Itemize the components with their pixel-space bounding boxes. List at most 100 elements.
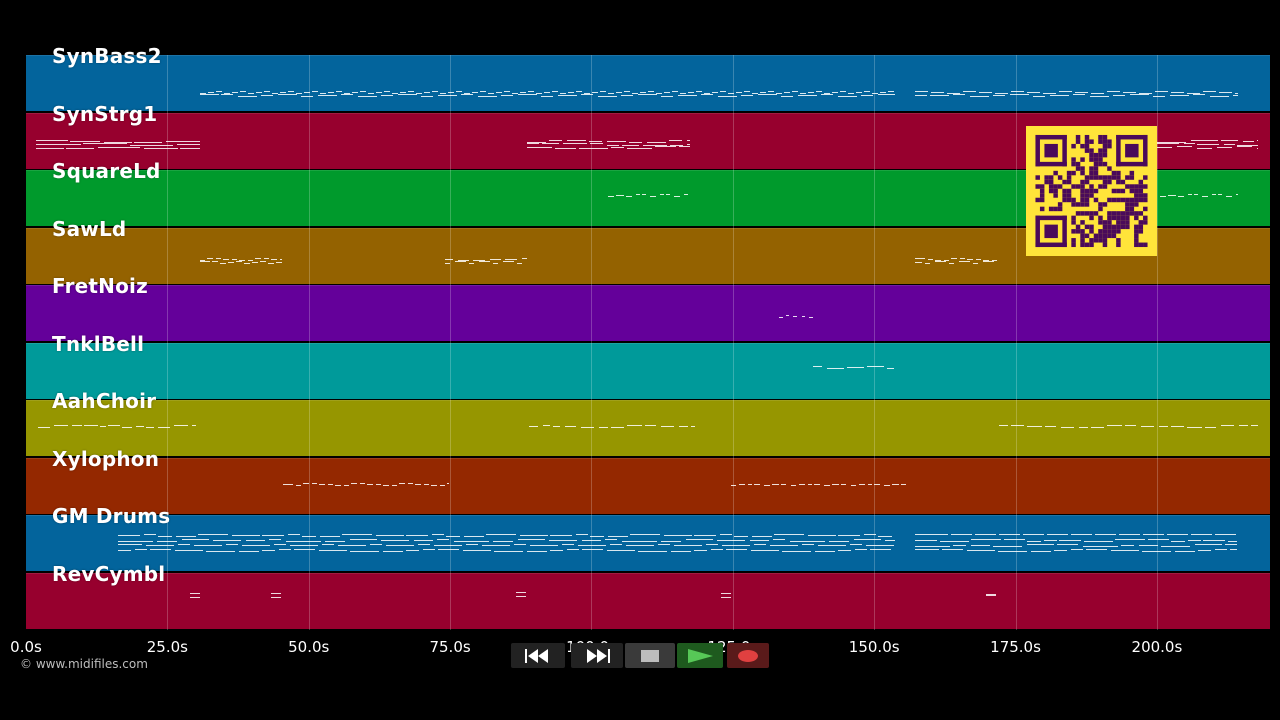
note-mark	[748, 483, 752, 485]
note-mark	[279, 549, 291, 550]
qr-module	[1098, 161, 1103, 167]
qr-module	[1035, 197, 1040, 203]
qr-module	[1116, 220, 1121, 225]
note-mark	[792, 91, 798, 92]
note-mark	[1170, 95, 1189, 96]
note-mark	[415, 483, 421, 485]
track-lanes: SynBass2 SynStrg1 SquareLd SawLd FretNoiz Tnk…	[26, 44, 1270, 630]
note-mark	[582, 549, 603, 550]
note-mark	[1212, 194, 1216, 195]
note-mark	[174, 425, 188, 426]
note-mark	[688, 92, 694, 93]
record-icon	[738, 649, 758, 662]
fast-forward-button[interactable]	[571, 643, 623, 668]
qr-module	[1138, 197, 1144, 203]
qr-module	[1080, 179, 1085, 185]
note-mark	[1198, 550, 1211, 551]
note-mark	[288, 91, 294, 92]
record-button[interactable]	[727, 643, 769, 668]
qr-module	[1089, 175, 1094, 180]
note-mark	[384, 91, 390, 92]
qr-module	[1057, 175, 1063, 180]
note-mark	[610, 544, 622, 545]
qr-module	[1089, 193, 1094, 198]
gridline	[732, 55, 734, 630]
qr-module	[1089, 170, 1094, 176]
stop-button[interactable]	[625, 643, 675, 668]
note-mark	[200, 260, 210, 262]
note-mark	[458, 259, 469, 261]
note-mark	[579, 147, 608, 149]
note-mark	[1171, 426, 1184, 427]
note-mark	[832, 483, 839, 485]
note-mark	[878, 536, 892, 537]
qr-module	[1044, 179, 1049, 185]
note-mark	[1139, 93, 1152, 94]
qr-module	[1125, 206, 1130, 212]
note-mark	[1219, 92, 1232, 93]
note-mark	[493, 262, 498, 264]
note-mark	[368, 93, 374, 94]
qr-module	[1080, 184, 1085, 189]
qr-module	[1089, 224, 1094, 230]
play-button[interactable]	[677, 643, 723, 668]
note-mark	[582, 540, 601, 541]
qr-module	[1102, 139, 1108, 144]
qr-module	[1098, 206, 1103, 212]
qr-module	[1035, 215, 1040, 248]
qr-module	[1116, 175, 1121, 180]
time-tick-label: 150.0s	[848, 638, 900, 656]
note-mark	[721, 596, 731, 598]
note-mark	[406, 535, 428, 536]
note-mark	[335, 484, 341, 486]
note-mark	[643, 144, 667, 146]
qr-module	[1075, 224, 1081, 230]
note-mark	[1195, 544, 1222, 545]
note-mark	[312, 482, 317, 484]
note-mark	[1045, 426, 1056, 427]
note-mark	[838, 535, 860, 536]
note-mark	[872, 93, 878, 94]
qr-module	[1098, 139, 1103, 144]
qr-module	[1134, 229, 1139, 234]
qr-module	[1102, 143, 1108, 149]
note-mark	[874, 483, 880, 485]
gridline	[167, 55, 169, 630]
note-mark	[686, 539, 713, 540]
note-mark	[808, 483, 812, 485]
qr-module	[1129, 202, 1135, 207]
note-mark	[1027, 92, 1040, 93]
note-mark	[854, 539, 881, 540]
note-mark	[589, 140, 602, 142]
note-mark	[54, 425, 68, 426]
note-mark	[627, 425, 642, 426]
time-tick-label: 75.0s	[429, 638, 471, 656]
note-mark	[647, 141, 666, 143]
note-mark	[915, 257, 925, 259]
qr-module	[1062, 179, 1067, 185]
qr-module	[1084, 197, 1090, 203]
note-mark	[463, 550, 491, 551]
rewind-button[interactable]	[511, 643, 565, 668]
note-mark	[655, 145, 676, 147]
note-mark	[1044, 540, 1057, 541]
note-mark	[741, 95, 753, 96]
qr-module	[1071, 184, 1076, 189]
note-mark	[798, 95, 817, 96]
note-mark	[100, 426, 106, 427]
note-mark	[488, 93, 494, 94]
note-mark	[814, 483, 820, 485]
qr-module	[1080, 220, 1085, 225]
note-mark	[887, 367, 894, 369]
track-name: AahChoir	[52, 389, 157, 413]
note-mark	[108, 425, 120, 426]
note-mark	[711, 549, 723, 550]
note-mark	[290, 545, 318, 546]
note-mark	[1251, 425, 1258, 426]
note-mark	[790, 541, 825, 542]
note-mark	[993, 546, 1022, 547]
note-mark	[182, 539, 209, 540]
qr-module	[1071, 157, 1076, 162]
note-mark	[1121, 545, 1134, 546]
rewind-icon	[525, 648, 548, 663]
